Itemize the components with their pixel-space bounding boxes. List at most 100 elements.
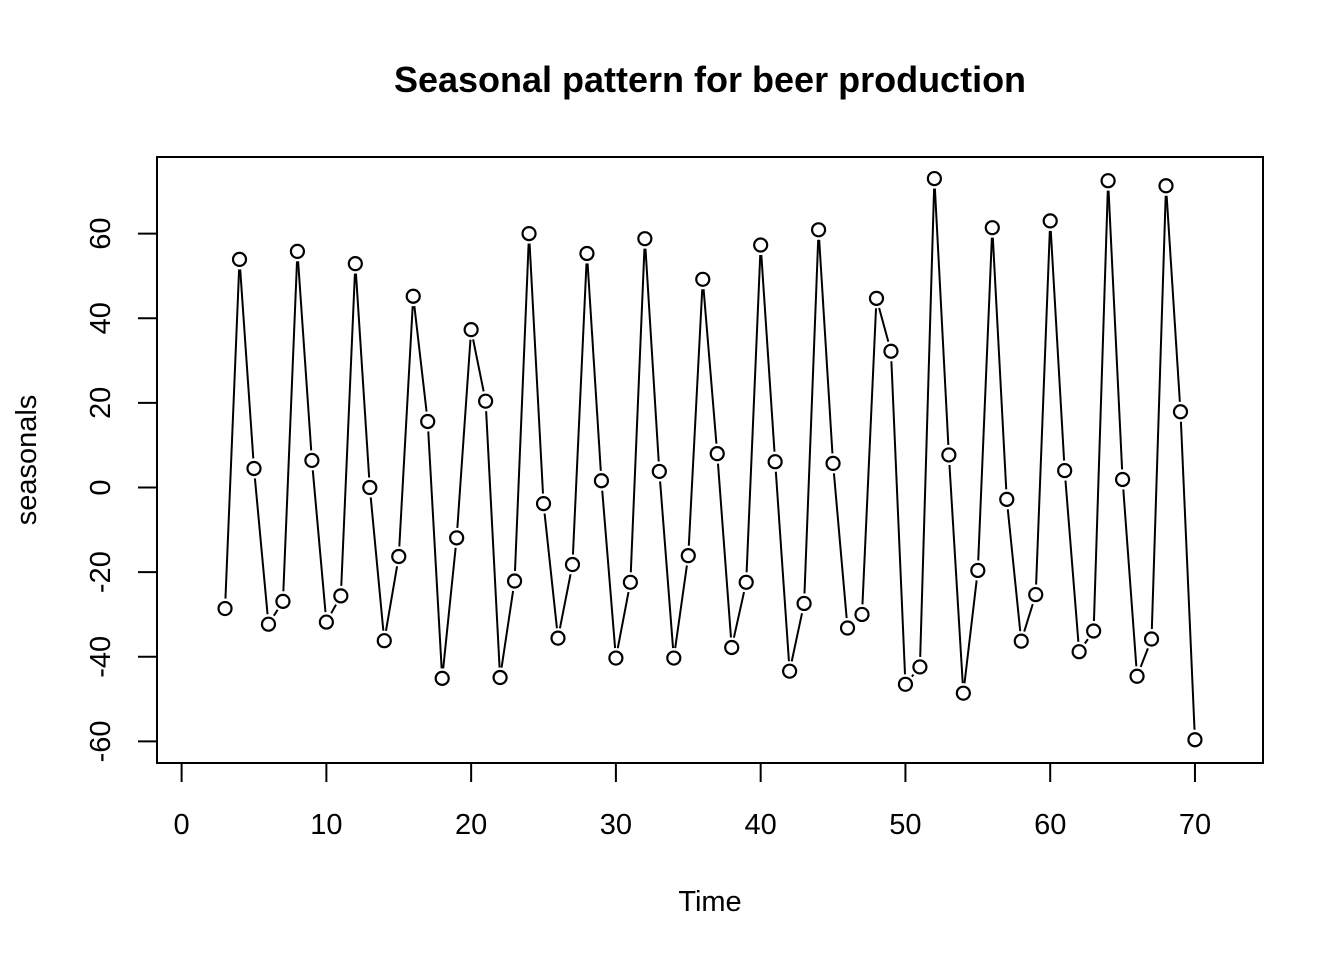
- data-point: [1086, 623, 1102, 639]
- x-axis: 0 10 20 30 40 50 60 70: [174, 762, 1211, 841]
- series-line-segment: [1179, 421, 1196, 730]
- series-line-segment: [1092, 190, 1109, 622]
- data-point: [420, 413, 436, 430]
- series-line-segment: [803, 239, 820, 594]
- y-tick-label: -60: [85, 720, 117, 762]
- data-point: [810, 222, 827, 238]
- data-point: [680, 548, 696, 564]
- data-point: [246, 460, 262, 477]
- data-point: [839, 620, 856, 636]
- series-line-segment: [1139, 647, 1149, 668]
- data-point: [1071, 644, 1087, 660]
- series-line-segment: [963, 580, 978, 684]
- y-tick-label: 40: [85, 302, 117, 334]
- data-point: [391, 548, 407, 565]
- x-tick-label: 20: [455, 809, 487, 841]
- series-line-segment: [716, 463, 732, 638]
- y-axis-label: seasonals: [11, 395, 43, 526]
- series-line-segment: [760, 254, 776, 452]
- series-line-segment: [1049, 230, 1066, 461]
- data-point: [304, 452, 320, 469]
- series-line-segment: [991, 237, 1008, 490]
- series-line-segment: [558, 574, 572, 629]
- data-point: [637, 231, 653, 247]
- series-line-segment: [239, 269, 255, 459]
- data-point: [593, 473, 610, 489]
- data-point: [854, 606, 870, 623]
- data-point: [217, 600, 233, 617]
- series-line-segment: [384, 566, 399, 632]
- data-point: [449, 530, 465, 546]
- y-tick-label: -40: [85, 636, 117, 678]
- data-point: [796, 595, 812, 612]
- series-line-segment: [861, 308, 878, 605]
- data-point: [709, 446, 725, 462]
- data-point: [1172, 404, 1189, 420]
- series-line-segment: [890, 361, 906, 675]
- data-point: [463, 322, 479, 338]
- data-point: [318, 614, 334, 630]
- series-line-segment: [790, 613, 803, 662]
- data-point: [521, 225, 537, 242]
- series-line-segment: [442, 547, 457, 669]
- series-line-segment: [644, 248, 660, 462]
- data-point: [347, 256, 363, 272]
- data-point: [651, 463, 667, 480]
- series-line-segment: [1084, 638, 1089, 645]
- series-line-segment: [659, 481, 675, 649]
- data-point: [622, 574, 638, 590]
- series-line-segment: [513, 243, 530, 572]
- data-point: [1158, 178, 1174, 194]
- y-tick-label: 20: [85, 387, 117, 419]
- data-point: [695, 271, 711, 287]
- data-point: [1057, 462, 1073, 479]
- data-point: [434, 670, 450, 686]
- series-line-segment: [674, 565, 688, 649]
- series-line-segment: [911, 673, 915, 678]
- series-line-segment: [933, 188, 950, 445]
- series-line-segment: [948, 464, 964, 684]
- series-line-segment: [413, 306, 428, 412]
- series-line-segment: [311, 470, 327, 613]
- series-lines: [224, 188, 1196, 730]
- data-point: [1100, 173, 1116, 189]
- series-line-segment: [1023, 603, 1034, 632]
- y-axis: -60 -40 -20 0 20 40 60: [85, 217, 158, 762]
- data-point: [897, 676, 914, 692]
- series-line-segment: [1107, 190, 1124, 470]
- series-line-segment: [732, 591, 745, 638]
- data-point: [984, 220, 1000, 236]
- x-tick-label: 60: [1034, 809, 1066, 841]
- data-point: [478, 393, 494, 409]
- series-line-segment: [253, 478, 269, 615]
- data-point: [1042, 213, 1058, 229]
- x-tick-label: 50: [889, 809, 921, 841]
- y-tick-label: 0: [85, 479, 117, 495]
- series-line-segment: [1035, 230, 1051, 585]
- series-line-segment: [472, 339, 485, 392]
- series-line-segment: [354, 273, 371, 478]
- data-point: [926, 170, 942, 187]
- series-line-segment: [224, 269, 241, 599]
- series-line-segment: [1122, 489, 1138, 667]
- series-line-segment: [818, 239, 834, 454]
- series-line-segment: [398, 306, 414, 547]
- series-line-segment: [485, 411, 501, 668]
- series-line-segment: [1150, 195, 1167, 630]
- series-line-segment: [601, 490, 617, 649]
- data-point: [550, 630, 566, 646]
- series-line-segment: [427, 431, 443, 669]
- data-point: [999, 491, 1015, 507]
- series-line-segment: [297, 261, 313, 451]
- x-tick-label: 0: [174, 809, 190, 841]
- data-point: [333, 588, 349, 604]
- data-point: [738, 574, 754, 590]
- series-line-segment: [977, 237, 993, 561]
- series-line-segment: [745, 254, 762, 573]
- data-point: [868, 290, 885, 306]
- data-point: [1028, 586, 1044, 603]
- data-point: [724, 639, 740, 656]
- data-point: [883, 343, 899, 359]
- plot-frame: [156, 156, 1264, 764]
- data-point: [825, 455, 841, 471]
